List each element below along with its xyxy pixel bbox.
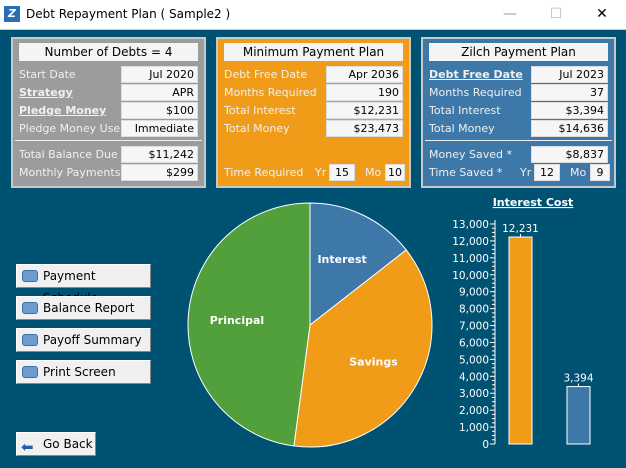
min-yr-label: Yr <box>315 166 327 179</box>
bar-zilch <box>566 386 591 445</box>
y-tick-label: 9,000 <box>459 287 489 299</box>
min-interest-value: $12,231 <box>326 102 403 119</box>
balance-label: Total Balance Due <box>19 148 118 161</box>
balance-report-button[interactable]: Balance Report <box>16 296 151 320</box>
minimum-plan-panel: Minimum Payment Plan Debt Free Date Apr … <box>216 37 411 188</box>
min-free-date-label: Debt Free Date <box>224 68 308 81</box>
balance-value: $11,242 <box>121 146 198 163</box>
window-title: Debt Repayment Plan ( Sample2 ) <box>26 7 231 21</box>
y-tick-label: 4,000 <box>459 371 489 383</box>
zilch-yr-label: Yr <box>520 166 532 179</box>
start-date-label: Start Date <box>19 68 76 81</box>
debts-count-header: Number of Debts = 4 <box>19 43 198 61</box>
button-label: Go Back <box>43 437 93 451</box>
pie-slice-principal <box>187 202 311 447</box>
y-tick-label: 1,000 <box>459 422 489 434</box>
interest-cost-chart: Interest Cost 0 1,000 2,000 3,000 4,000 5,000 6… <box>452 196 594 451</box>
y-tick-label: 3,000 <box>459 388 489 400</box>
arrow-left-icon: ⬅ <box>21 438 34 456</box>
y-tick-label: 2,000 <box>459 405 489 417</box>
zilch-months-label: Months Required <box>429 86 522 99</box>
pie-label: Principal <box>210 314 264 327</box>
min-months-label: Months Required <box>224 86 317 99</box>
zilch-mo-label: Mo <box>570 166 587 179</box>
y-tick-label: 13,000 <box>452 219 489 231</box>
close-button[interactable]: ✕ <box>596 6 608 22</box>
maximize-button[interactable]: ☐ <box>549 6 563 22</box>
zilch-plan-panel: Zilch Payment Plan Debt Free Date Jul 20… <box>421 37 616 188</box>
min-mo-value: 10 <box>385 164 405 181</box>
min-interest-label: Total Interest <box>224 104 296 117</box>
zilch-mo-value: 9 <box>590 164 610 181</box>
pie-slice-savings <box>293 249 433 448</box>
zilch-plan-header: Zilch Payment Plan <box>429 43 608 61</box>
monthly-label: Monthly Payments <box>19 166 121 179</box>
zilch-money-label: Total Money <box>429 122 495 135</box>
y-tick-label: 11,000 <box>452 253 489 265</box>
printer-icon <box>22 302 38 314</box>
pie-label: Savings <box>349 355 398 368</box>
zilch-yr-value: 12 <box>534 164 560 181</box>
min-money-label: Total Money <box>224 122 290 135</box>
pledge-money-value: $100 <box>121 102 198 119</box>
title-bar: Z Debt Repayment Plan ( Sample2 ) — ☐ ✕ <box>0 0 626 30</box>
printer-icon <box>22 334 38 346</box>
bar-minimum <box>508 236 533 445</box>
pie-chart: Interest Savings Principal <box>187 202 433 448</box>
pledge-use-label: Pledge Money Use <box>19 122 121 135</box>
zilch-money-value: $14,636 <box>531 120 608 137</box>
bar-value-label: 12,231 <box>502 223 539 235</box>
min-yr-value: 15 <box>329 164 355 181</box>
zilch-free-date-value: Jul 2023 <box>531 66 608 83</box>
y-tick-label: 12,000 <box>452 236 489 248</box>
time-saved-label: Time Saved * <box>429 166 503 179</box>
monthly-value: $299 <box>121 164 198 181</box>
strategy-value: APR <box>121 84 198 101</box>
pie-slice-interest <box>309 202 407 327</box>
summary-panel: Number of Debts = 4 Start Date Jul 2020 … <box>11 37 206 188</box>
button-label: Print Screen <box>43 365 116 379</box>
min-time-label: Time Required <box>224 166 304 179</box>
min-money-value: $23,473 <box>326 120 403 137</box>
payment-schedule-button[interactable]: Payment Schedule <box>16 264 151 305</box>
strategy-link[interactable]: Strategy <box>19 86 73 99</box>
divider <box>15 140 202 141</box>
pledge-use-value: Immediate <box>121 120 198 137</box>
print-screen-button[interactable]: Print Screen <box>16 360 151 384</box>
min-mo-label: Mo <box>365 166 382 179</box>
minimize-button[interactable]: — <box>503 6 517 22</box>
money-saved-value: $8,837 <box>531 146 608 163</box>
y-tick-label: 6,000 <box>459 337 489 349</box>
payoff-summary-button[interactable]: Payoff Summary <box>16 328 151 352</box>
start-date-value: Jul 2020 <box>121 66 198 83</box>
min-free-date-value: Apr 2036 <box>326 66 403 83</box>
divider <box>425 140 612 141</box>
go-back-button[interactable]: ⬅ Go Back <box>16 432 96 456</box>
zilch-interest-value: $3,394 <box>531 102 608 119</box>
zilch-interest-label: Total Interest <box>429 104 501 117</box>
button-label: Payoff Summary <box>43 333 142 347</box>
app-logo-icon: Z <box>4 6 20 22</box>
zilch-free-date-link[interactable]: Debt Free Date <box>429 68 523 81</box>
money-saved-label: Money Saved * <box>429 148 512 161</box>
printer-icon <box>22 366 38 378</box>
button-label: Balance Report <box>43 301 135 315</box>
min-months-value: 190 <box>326 84 403 101</box>
y-tick-label: 10,000 <box>452 270 489 282</box>
minimum-plan-header: Minimum Payment Plan <box>224 43 403 61</box>
y-tick-label: 0 <box>482 439 489 451</box>
bar-chart-title: Interest Cost <box>493 196 574 209</box>
y-tick-label: 8,000 <box>459 304 489 316</box>
y-tick-label: 7,000 <box>459 321 489 333</box>
y-tick-label: 5,000 <box>459 354 489 366</box>
zilch-months-value: 37 <box>531 84 608 101</box>
pledge-money-link[interactable]: Pledge Money <box>19 104 107 117</box>
printer-icon <box>22 270 38 282</box>
bar-value-label: 3,394 <box>563 373 593 385</box>
pie-label: Interest <box>317 253 366 266</box>
